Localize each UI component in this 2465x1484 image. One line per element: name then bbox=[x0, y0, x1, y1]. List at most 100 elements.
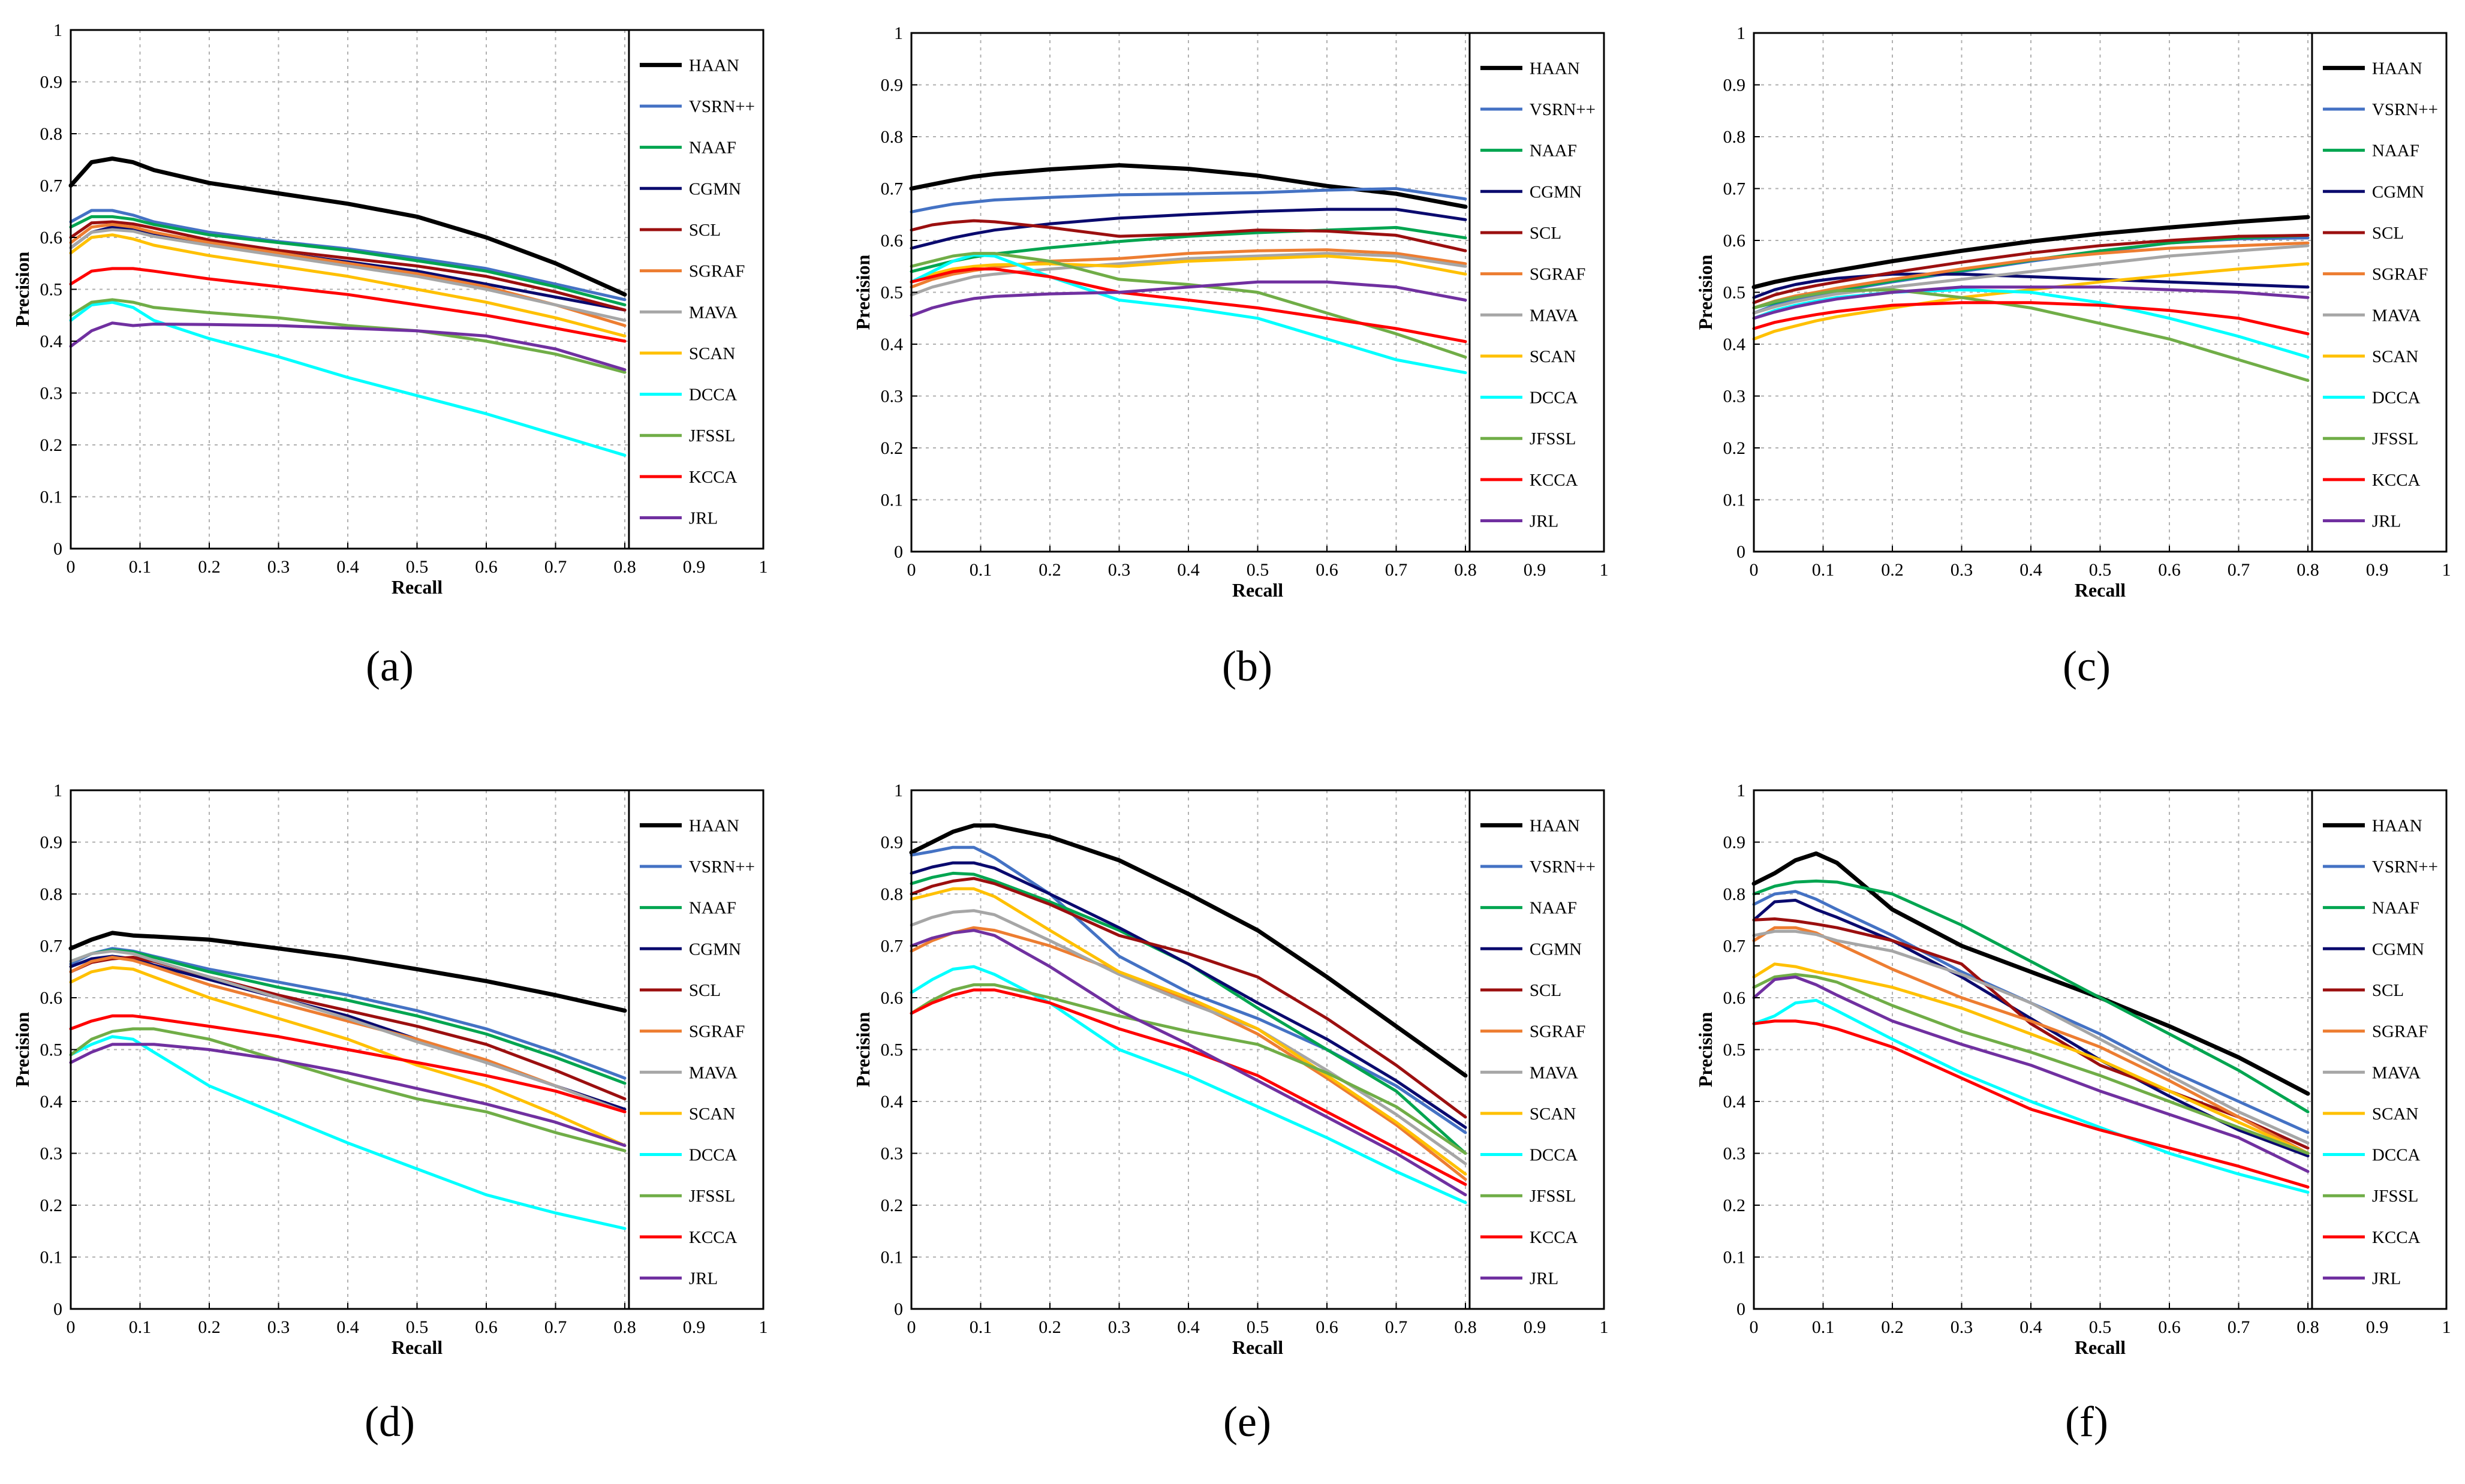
y-tick-label: 0.9 bbox=[1723, 833, 1746, 853]
legend-label-scl: SCL bbox=[689, 981, 721, 1000]
series-line-scan bbox=[910, 254, 1467, 284]
legend-label-jfssl: JFSSL bbox=[1530, 1187, 1576, 1206]
y-tick-label: 0.5 bbox=[1723, 283, 1746, 303]
y-tick-label: 0.8 bbox=[881, 884, 904, 904]
x-tick-label: 0.1 bbox=[129, 1317, 152, 1337]
series-line-jfssl bbox=[69, 1027, 627, 1152]
x-tick-label: 0.8 bbox=[2297, 1317, 2319, 1337]
series-line-dcca bbox=[1752, 998, 2310, 1194]
y-tick-label: 0.9 bbox=[1723, 76, 1746, 95]
y-tick-label: 0.2 bbox=[1723, 1196, 1746, 1215]
series-line-sgraf bbox=[1752, 926, 2310, 1155]
series-line-haan bbox=[68, 931, 627, 1013]
x-tick-label: 0.8 bbox=[613, 1317, 636, 1337]
legend-label-mava: MAVA bbox=[2372, 306, 2421, 325]
legend-label-haan: HAAN bbox=[1530, 816, 1580, 835]
legend: HAAN VSRN++ NAAF CGMN SCL SGRAF MAVA SCAN DCCA JF… bbox=[2311, 789, 2448, 1310]
chart-panel-c: 0 0.1 0.2 0.3 0.4 0.5 0.6 0.7 0.8 0.9 1 0 0.1 0.2 0.3 0… bbox=[1695, 23, 2451, 601]
x-tick-label: 0.3 bbox=[1951, 1317, 1973, 1337]
y-tick-label: 0 bbox=[894, 542, 903, 562]
x-tick-label: 0.4 bbox=[2019, 1317, 2042, 1337]
x-axis-label: Recall bbox=[392, 576, 443, 598]
legend-label-kcca: KCCA bbox=[689, 468, 738, 487]
legend-label-scan: SCAN bbox=[689, 1104, 735, 1124]
legend-label-naaf: NAAF bbox=[1530, 142, 1577, 161]
y-tick-label: 0.2 bbox=[40, 435, 63, 455]
legend-label-cgmn: CGMN bbox=[1530, 940, 1582, 959]
legend-label-jrl: JRL bbox=[1530, 512, 1558, 531]
x-tick-label: 0.2 bbox=[198, 557, 221, 577]
series-line-mava bbox=[69, 949, 627, 1113]
legend-label-dcca: DCCA bbox=[1530, 1146, 1578, 1165]
y-tick-label: 0 bbox=[894, 1299, 903, 1319]
legend-label-naaf: NAAF bbox=[2372, 142, 2419, 161]
legend-label-sgraf: SGRAF bbox=[689, 1022, 745, 1041]
x-tick-label: 0.6 bbox=[475, 557, 498, 577]
legend-label-vsrn-: VSRN++ bbox=[1530, 857, 1596, 877]
y-tick-label: 0.5 bbox=[40, 280, 63, 300]
y-tick-label: 0.6 bbox=[40, 988, 63, 1008]
legend: HAAN VSRN++ NAAF CGMN SCL SGRAF MAVA SCAN DCCA JF… bbox=[1468, 32, 1605, 553]
legend-label-mava: MAVA bbox=[689, 1063, 738, 1082]
series-line-kcca bbox=[69, 267, 627, 343]
legend-label-haan: HAAN bbox=[689, 816, 739, 835]
legend-label-dcca: DCCA bbox=[689, 386, 738, 405]
series-line-scl bbox=[910, 219, 1467, 252]
x-tick-label: 0.8 bbox=[2297, 560, 2319, 580]
y-tick-label: 0.4 bbox=[881, 1092, 904, 1112]
y-tick-label: 0.2 bbox=[40, 1196, 63, 1215]
y-tick-label: 0.6 bbox=[40, 228, 63, 248]
series-line-haan bbox=[1751, 215, 2310, 290]
legend-label-cgmn: CGMN bbox=[689, 940, 741, 959]
legend-box bbox=[628, 29, 765, 550]
series-line-scan bbox=[1752, 962, 2310, 1155]
y-tick-label: 0.7 bbox=[881, 937, 904, 956]
y-tick-label: 0 bbox=[1736, 1299, 1745, 1319]
series-line-vsrn- bbox=[910, 187, 1467, 213]
legend: HAAN VSRN++ NAAF CGMN SCL SGRAF MAVA SCAN DCCA JF… bbox=[628, 29, 765, 550]
legend-label-sgraf: SGRAF bbox=[1530, 1022, 1586, 1041]
legend: HAAN VSRN++ NAAF CGMN SCL SGRAF MAVA SCAN DCCA JF… bbox=[628, 789, 765, 1310]
series-line-sgraf bbox=[69, 956, 627, 1113]
y-tick-label: 1 bbox=[1736, 781, 1745, 800]
legend-label-naaf: NAAF bbox=[689, 139, 736, 158]
legend-label-dcca: DCCA bbox=[2372, 1146, 2421, 1165]
series-line-jfssl bbox=[69, 298, 627, 374]
legend-label-haan: HAAN bbox=[1530, 59, 1580, 78]
legend: HAAN VSRN++ NAAF CGMN SCL SGRAF MAVA SCAN DCCA JF… bbox=[1468, 789, 1605, 1310]
chart-panel-b: 0 0.1 0.2 0.3 0.4 0.5 0.6 0.7 0.8 0.9 1 0 0.1 0.2 0.3 0… bbox=[852, 23, 1609, 601]
x-tick-label: 0.3 bbox=[1951, 560, 1973, 580]
legend-label-mava: MAVA bbox=[2372, 1063, 2421, 1082]
x-tick-label: 0.1 bbox=[129, 557, 152, 577]
y-tick-label: 0.7 bbox=[1723, 179, 1746, 199]
panel-label-c: (c) bbox=[2063, 642, 2111, 690]
legend-label-scan: SCAN bbox=[1530, 1104, 1576, 1124]
y-axis-label: Precision bbox=[11, 1012, 33, 1087]
series-line-scl bbox=[69, 220, 627, 312]
y-tick-label: 0.9 bbox=[40, 833, 63, 853]
y-tick-label: 0.7 bbox=[881, 179, 904, 199]
series-line-dcca bbox=[69, 1035, 627, 1230]
legend-label-mava: MAVA bbox=[1530, 306, 1578, 325]
series-line-scan bbox=[69, 233, 627, 338]
series-line-scan bbox=[910, 887, 1467, 1176]
x-tick-label: 0.4 bbox=[1177, 560, 1200, 580]
y-tick-label: 0.3 bbox=[881, 387, 904, 407]
x-tick-label: 0 bbox=[907, 1317, 916, 1337]
series-line-vsrn- bbox=[69, 209, 627, 302]
legend-label-vsrn-: VSRN++ bbox=[689, 97, 755, 116]
y-tick-label: 1 bbox=[53, 781, 62, 800]
series-line-jfssl bbox=[910, 252, 1467, 359]
y-tick-label: 0.3 bbox=[881, 1144, 904, 1164]
x-tick-label: 0.5 bbox=[1247, 560, 1269, 580]
y-tick-label: 0.3 bbox=[1723, 1144, 1746, 1164]
series-line-sgraf bbox=[69, 222, 627, 327]
y-tick-label: 0.3 bbox=[40, 384, 63, 404]
x-tick-label: 0.7 bbox=[1385, 560, 1408, 580]
x-tick-label: 0.4 bbox=[2019, 560, 2042, 580]
legend-label-kcca: KCCA bbox=[2372, 471, 2421, 490]
y-tick-label: 0.1 bbox=[881, 1248, 904, 1268]
x-tick-label: 0.9 bbox=[2366, 560, 2389, 580]
x-tick-label: 0.4 bbox=[336, 557, 359, 577]
x-tick-label: 0.6 bbox=[2158, 1317, 2181, 1337]
